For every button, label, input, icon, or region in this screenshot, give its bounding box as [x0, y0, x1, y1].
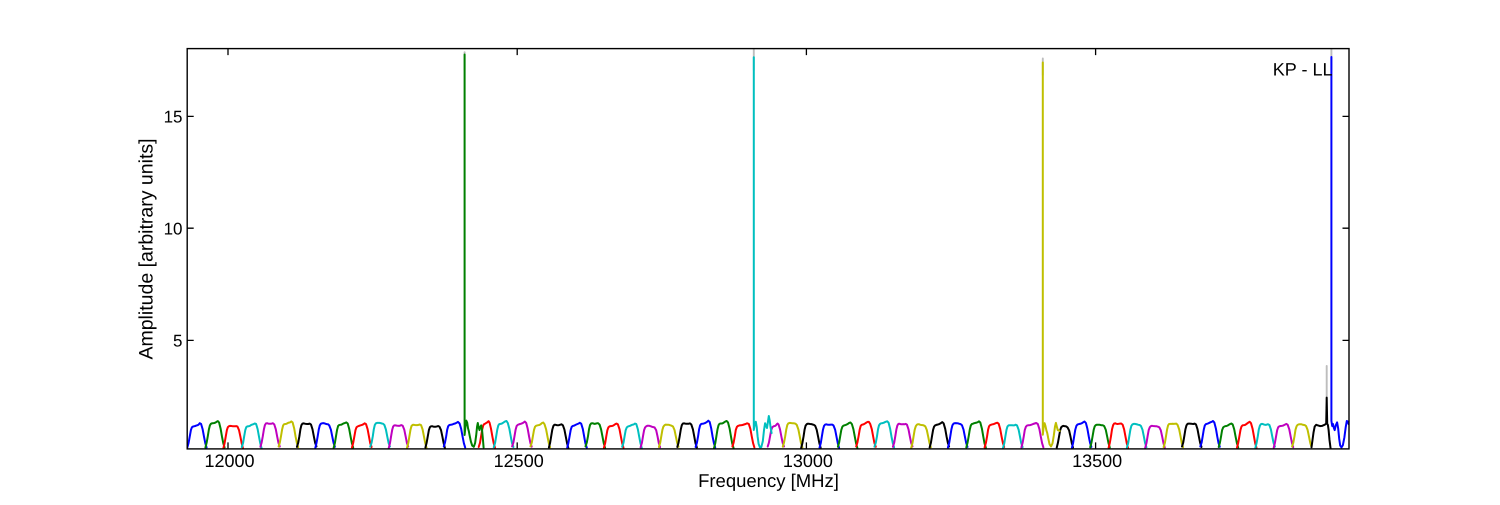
- svg-text:12500: 12500: [494, 451, 544, 471]
- svg-text:Frequency [MHz]: Frequency [MHz]: [698, 470, 839, 491]
- svg-text:12000: 12000: [204, 451, 254, 471]
- svg-text:Amplitude [arbitrary units]: Amplitude [arbitrary units]: [136, 138, 158, 359]
- svg-text:10: 10: [164, 219, 183, 238]
- svg-text:KP - LL: KP - LL: [1273, 60, 1333, 80]
- svg-text:5: 5: [173, 332, 182, 351]
- svg-text:13000: 13000: [783, 451, 833, 471]
- svg-text:15: 15: [164, 108, 183, 127]
- svg-text:13500: 13500: [1072, 451, 1122, 471]
